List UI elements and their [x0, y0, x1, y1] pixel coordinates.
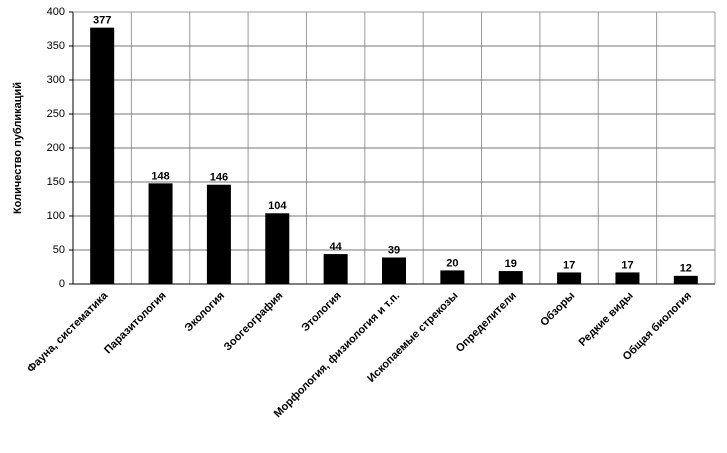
- y-tick-label: 150: [47, 176, 65, 188]
- y-tick-label: 300: [47, 74, 65, 86]
- x-tick-label: Обзоры: [538, 290, 577, 329]
- bar: [265, 213, 290, 284]
- data-label: 104: [268, 200, 287, 212]
- x-tick-label: Определители: [454, 290, 519, 355]
- data-label: 39: [388, 244, 400, 256]
- x-tick-label: Паразитология: [102, 290, 169, 357]
- data-label: 19: [505, 258, 517, 270]
- y-tick-label: 250: [47, 108, 65, 120]
- x-tick-label: Зоогеография: [222, 290, 286, 354]
- y-tick-label: 100: [47, 210, 65, 222]
- bar: [382, 257, 406, 284]
- bar: [440, 270, 465, 284]
- data-label: 20: [446, 257, 458, 269]
- y-axis-label: Количество публикаций: [12, 82, 24, 214]
- bar: [206, 184, 231, 284]
- bar: [148, 183, 173, 284]
- data-label: 146: [210, 172, 228, 184]
- x-tick-label: Фауна, систематика: [25, 289, 111, 375]
- x-tick-label: Морфология, физиология и т.п.: [272, 290, 402, 420]
- y-tick-label: 400: [47, 6, 65, 18]
- data-label: 12: [680, 263, 692, 275]
- data-label: 148: [151, 170, 169, 182]
- y-tick-label: 350: [47, 40, 65, 52]
- data-label: 17: [621, 259, 633, 271]
- bar: [323, 254, 348, 284]
- x-tick-label: Этология: [299, 290, 343, 334]
- data-label: 17: [563, 259, 575, 271]
- y-tick-label: 50: [53, 244, 65, 256]
- bar: [498, 271, 523, 284]
- y-tick-label: 200: [47, 142, 65, 154]
- data-label: 377: [93, 15, 111, 27]
- bar: [90, 27, 115, 284]
- x-tick-label: Редкие виды: [577, 290, 636, 349]
- data-label: 44: [330, 241, 343, 253]
- bar: [615, 272, 640, 284]
- bar: [557, 272, 582, 284]
- x-tick-label: Экология: [183, 290, 228, 335]
- bar: [673, 275, 698, 284]
- y-tick-label: 0: [59, 278, 65, 290]
